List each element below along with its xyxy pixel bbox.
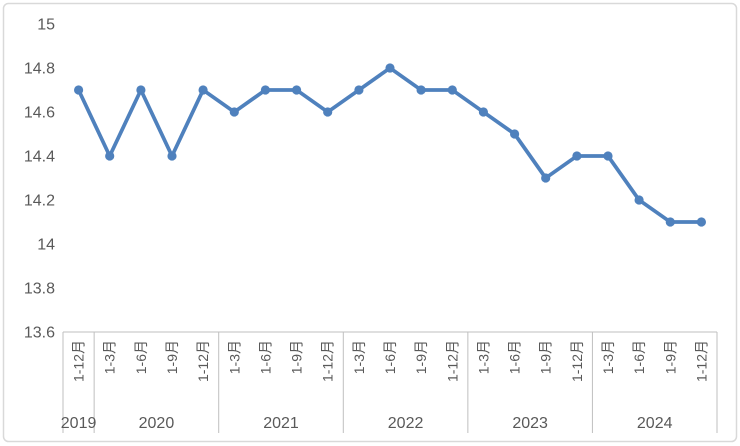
x-axis-period-label: 1-6月	[133, 340, 149, 374]
data-point-marker	[696, 217, 707, 227]
x-axis-period-label: 1-6月	[507, 340, 523, 374]
y-axis-tick-label: 13.6	[24, 325, 55, 342]
x-axis-period-label: 1-6月	[631, 340, 647, 374]
x-axis-period-label: 1-12月	[320, 340, 336, 382]
data-point-marker	[292, 85, 302, 95]
x-axis-period-label: 1-9月	[164, 340, 180, 374]
x-axis-period-label: 1-12月	[693, 340, 709, 382]
x-axis-period-label: 1-12月	[195, 340, 211, 382]
x-axis-year-label: 2023	[512, 415, 548, 432]
y-axis-tick-label: 14.2	[24, 193, 55, 210]
x-axis-period-label: 1-12月	[71, 340, 87, 382]
data-point-marker	[105, 151, 115, 161]
y-axis-tick-label: 13.8	[24, 281, 55, 298]
data-point-marker	[198, 85, 208, 95]
data-point-marker	[354, 85, 364, 95]
data-point-marker	[260, 85, 270, 95]
data-point-marker	[229, 107, 239, 117]
x-axis-year-label: 2020	[139, 415, 175, 432]
y-axis-tick-label: 14.6	[24, 105, 55, 122]
data-point-marker	[603, 151, 613, 161]
data-point-marker	[665, 217, 675, 227]
data-point-marker	[323, 107, 333, 117]
data-point-marker	[572, 151, 582, 161]
data-point-marker	[478, 107, 488, 117]
y-axis-tick-label: 15	[37, 17, 55, 34]
x-axis-period-label: 1-6月	[382, 340, 398, 374]
x-axis-period-label: 1-3月	[600, 340, 616, 374]
x-axis-period-label: 1-3月	[475, 340, 491, 374]
x-axis-period-label: 1-3月	[226, 340, 242, 374]
x-axis-period-label: 1-3月	[351, 340, 367, 374]
data-point-marker	[447, 85, 457, 95]
data-point-marker	[74, 85, 84, 95]
y-axis-tick-label: 14	[37, 237, 55, 254]
x-axis-period-label: 1-6月	[257, 340, 273, 374]
data-point-marker	[509, 129, 520, 139]
data-point-marker	[416, 85, 426, 95]
data-point-marker	[167, 151, 177, 161]
x-axis-year-label: 2019	[61, 415, 97, 432]
x-axis-period-label: 1-9月	[662, 340, 678, 374]
data-point-marker	[634, 195, 644, 205]
data-point-marker	[385, 63, 395, 73]
y-axis-tick-label: 14.4	[24, 149, 55, 166]
x-axis-period-label: 1-9月	[538, 340, 554, 374]
x-axis-period-label: 1-12月	[444, 340, 460, 382]
x-axis-period-label: 1-9月	[289, 340, 305, 374]
x-axis-year-label: 2024	[637, 415, 673, 432]
x-axis-period-label: 1-3月	[102, 340, 118, 374]
data-point-marker	[136, 85, 146, 95]
x-axis-period-label: 1-9月	[413, 340, 429, 374]
x-axis-year-label: 2021	[263, 415, 299, 432]
x-axis-year-label: 2022	[388, 415, 424, 432]
x-axis-period-label: 1-12月	[569, 340, 585, 382]
data-point-marker	[541, 173, 551, 183]
y-axis-tick-label: 14.8	[24, 61, 55, 78]
